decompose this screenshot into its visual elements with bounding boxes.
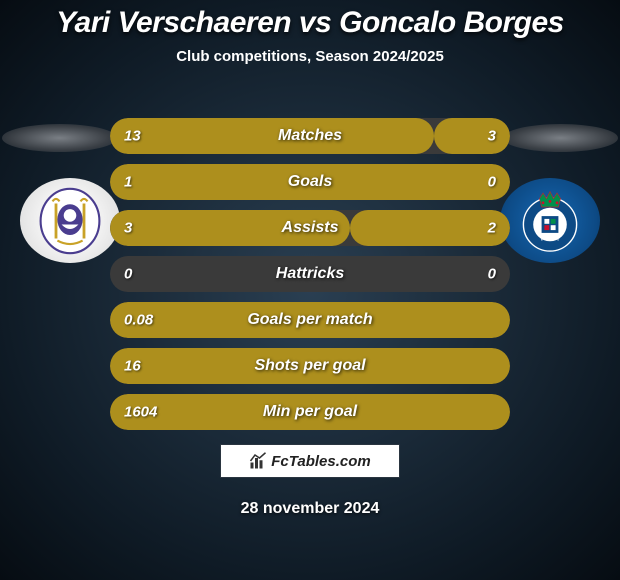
stat-label: Assists	[282, 219, 339, 237]
stat-row: 16 Shots per goal	[110, 348, 510, 384]
stat-label: Min per goal	[263, 403, 357, 421]
stat-value-right: 0	[488, 266, 496, 283]
comparison-subtitle: Club competitions, Season 2024/2025	[0, 48, 620, 65]
stat-value-left: 1604	[124, 404, 157, 421]
stat-value-left: 13	[124, 128, 141, 145]
stat-value-left: 0	[124, 266, 132, 283]
shadow-right	[503, 124, 618, 152]
stat-row: 13 3 Matches	[110, 118, 510, 154]
bar-chart-icon	[249, 452, 267, 470]
stat-label: Goals per match	[247, 311, 372, 329]
porto-crest: F.C.P.	[500, 178, 600, 263]
svg-text:F.C.P.: F.C.P.	[541, 235, 559, 242]
stat-row: 3 2 Assists	[110, 210, 510, 246]
footer-date: 28 november 2024	[241, 500, 380, 518]
shadow-left	[2, 124, 117, 152]
stat-value-left: 16	[124, 358, 141, 375]
anderlecht-crest-icon	[35, 186, 105, 256]
stat-row: 0.08 Goals per match	[110, 302, 510, 338]
stat-value-right: 3	[488, 128, 496, 145]
stat-row: 1604 Min per goal	[110, 394, 510, 430]
brand-box[interactable]: FcTables.com	[220, 444, 400, 478]
stat-bar-right	[350, 210, 510, 246]
porto-crest-icon: F.C.P.	[515, 186, 585, 256]
stat-value-right: 2	[488, 220, 496, 237]
stat-bar-left	[110, 118, 434, 154]
stat-label: Goals	[288, 173, 332, 191]
stat-value-left: 1	[124, 174, 132, 191]
stat-value-left: 0.08	[124, 312, 153, 329]
stat-row: 1 0 Goals	[110, 164, 510, 200]
stat-rows: 13 3 Matches 1 0 Goals 3 2 Assists 0 0 Hattricks 0.0…	[110, 118, 510, 440]
stat-bar-right	[434, 118, 510, 154]
stat-value-right: 0	[488, 174, 496, 191]
comparison-title: Yari Verschaeren vs Goncalo Borges	[0, 0, 620, 40]
stat-label: Matches	[278, 127, 342, 145]
stat-row: 0 0 Hattricks	[110, 256, 510, 292]
stat-label: Shots per goal	[254, 357, 365, 375]
stat-label: Hattricks	[276, 265, 344, 283]
anderlecht-crest	[20, 178, 120, 263]
stat-value-left: 3	[124, 220, 132, 237]
brand-text: FcTables.com	[271, 453, 370, 470]
